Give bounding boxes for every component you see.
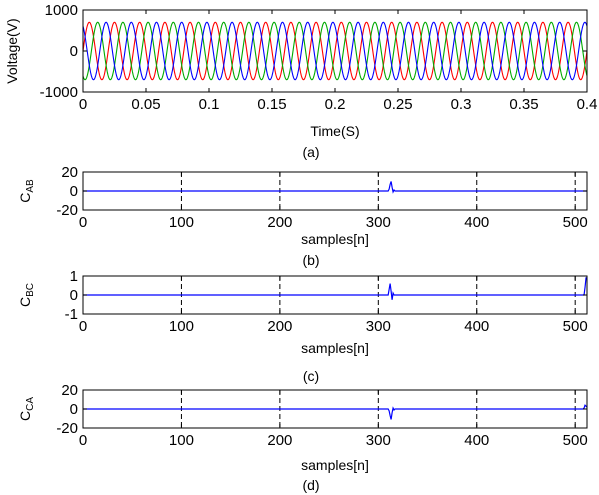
y-tick-label-d-1: 0: [70, 401, 78, 418]
series-line-a-3: [82, 21, 588, 81]
x-tick-label-d-0: 0: [79, 432, 87, 449]
series-line-c: [83, 277, 587, 300]
y-axis-label-b-main: C: [17, 193, 33, 203]
series-layer-b: [83, 181, 587, 194]
x-tick-label-a-4: 0.2: [325, 96, 346, 113]
plot-frame-b: [82, 171, 588, 211]
x-tick-label-d-5: 500: [563, 432, 588, 449]
y-tick-label-b-1: 0: [70, 183, 78, 200]
y-tick-label-b-2: 20: [61, 164, 78, 181]
y-tick-label-a-2: 1000: [45, 2, 78, 19]
series-layer-d: [83, 404, 588, 420]
y-tick-label-b-0: -20: [56, 202, 78, 219]
series-layer-a: [82, 21, 588, 81]
x-tick-label-b-2: 200: [267, 214, 292, 231]
plot-frame-a: [82, 9, 588, 93]
y-tick-label-a-0: -1000: [40, 84, 78, 101]
x-axis-label-c: samples[n]: [301, 340, 369, 356]
y-axis-label-c-main: C: [17, 297, 33, 307]
x-tick-label-a-7: 0.35: [509, 96, 538, 113]
series-line-d: [83, 404, 588, 420]
x-tick-label-c-5: 500: [563, 318, 588, 335]
x-axis-label-b: samples[n]: [301, 231, 369, 247]
plot-frame-c: [82, 275, 588, 315]
x-tick-label-b-3: 300: [366, 214, 391, 231]
y-axis-label-c: CBC: [17, 283, 36, 307]
x-tick-label-b-4: 400: [464, 214, 489, 231]
y-tick-label-d-2: 20: [61, 382, 78, 399]
x-tick-label-c-3: 300: [366, 318, 391, 335]
series-layer-c: [83, 277, 587, 300]
y-axis-label-a: Voltage(V): [4, 18, 20, 83]
x-tick-label-a-6: 0.3: [451, 96, 472, 113]
x-tick-label-c-2: 200: [267, 318, 292, 335]
y-axis-label-b: CAB: [17, 179, 36, 203]
x-axis-label-d: samples[n]: [301, 457, 369, 473]
x-axis-label-a: Time(S): [310, 123, 359, 139]
axis-layer-c: 0 100 200 300 400 500-101: [65, 268, 588, 335]
x-tick-label-c-1: 100: [169, 318, 194, 335]
x-tick-label-b-0: 0: [79, 214, 87, 231]
y-axis-label-d: CCA: [17, 397, 36, 421]
y-axis-label-c-sub: BC: [25, 283, 36, 297]
panel-caption-b: (b): [302, 252, 319, 268]
x-tick-label-b-5: 500: [563, 214, 588, 231]
plot-frame-d: [82, 389, 588, 429]
y-axis-label-d-sub: CA: [25, 397, 36, 411]
x-tick-label-c-0: 0: [79, 318, 87, 335]
y-axis-label-b-sub: AB: [25, 179, 36, 193]
x-tick-label-d-3: 300: [366, 432, 391, 449]
series-line-b: [83, 181, 587, 194]
x-tick-label-a-5: 0.25: [383, 96, 412, 113]
series-line-a-2: [82, 21, 588, 81]
y-tick-label-d-0: -20: [56, 420, 78, 437]
y-tick-label-a-1: 0: [70, 43, 78, 60]
y-tick-label-c-1: 0: [70, 287, 78, 304]
panel-caption-c: (c): [303, 368, 319, 384]
y-tick-label-c-0: -1: [65, 306, 78, 323]
x-tick-label-d-4: 400: [464, 432, 489, 449]
x-tick-label-d-2: 200: [267, 432, 292, 449]
x-tick-label-a-2: 0.1: [199, 96, 220, 113]
x-tick-label-c-4: 400: [464, 318, 489, 335]
chart-panel-a-voltage: 0 0.05 0.1 0.15 0.2 0.25 0.3 0.35 0.4-100001000 …: [4, 2, 597, 160]
chart-panel-c-cbc: 0 100 200 300 400 500-101 CBC samples[n] (c): [17, 268, 588, 384]
x-tick-label-b-1: 100: [169, 214, 194, 231]
panel-caption-a: (a): [302, 144, 319, 160]
panel-caption-d: (d): [302, 477, 319, 493]
x-tick-label-a-8: 0.4: [577, 96, 598, 113]
x-tick-label-a-1: 0.05: [131, 96, 160, 113]
y-tick-label-c-2: 1: [70, 268, 78, 285]
y-axis-label-d-main: C: [17, 411, 33, 421]
x-tick-label-a-0: 0: [79, 96, 87, 113]
x-tick-label-a-3: 0.15: [257, 96, 286, 113]
series-line-a-1: [82, 21, 588, 81]
x-tick-label-d-1: 100: [169, 432, 194, 449]
